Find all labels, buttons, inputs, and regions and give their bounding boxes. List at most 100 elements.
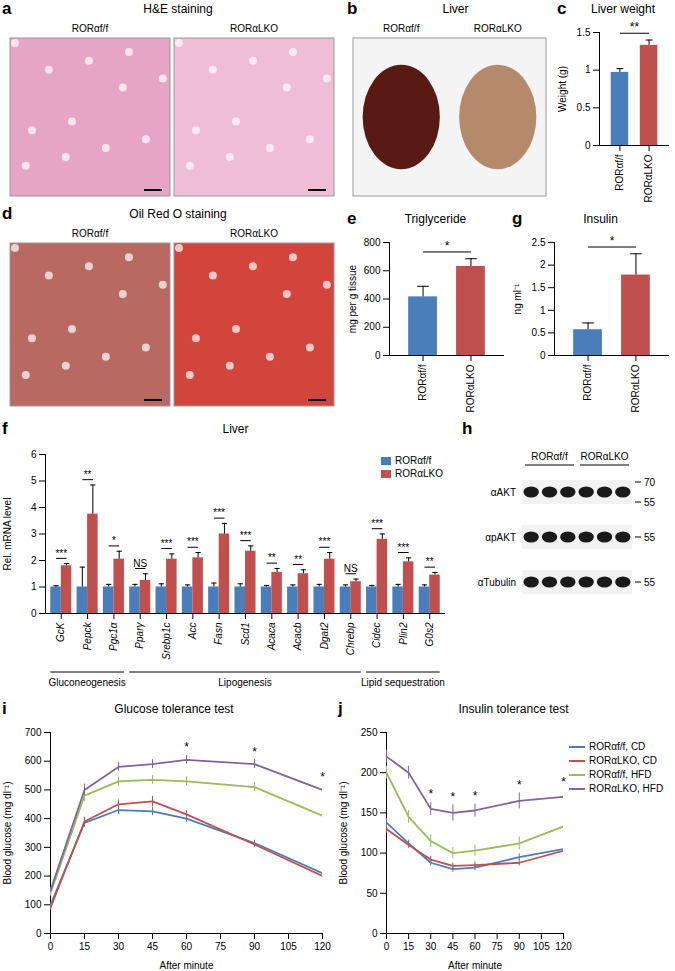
svg-text:After minute: After minute xyxy=(448,960,502,971)
svg-text:Rel. mRNA level: Rel. mRNA level xyxy=(2,498,13,571)
svg-text:75: 75 xyxy=(492,941,504,952)
svg-text:0: 0 xyxy=(540,350,546,361)
svg-text:G0s2: G0s2 xyxy=(424,622,435,646)
svg-text:400: 400 xyxy=(25,813,42,824)
svg-text:Lipid sequestration: Lipid sequestration xyxy=(361,677,445,688)
svg-text:30: 30 xyxy=(113,941,125,952)
svg-text:*: * xyxy=(252,745,257,759)
svg-text:*: * xyxy=(184,740,189,754)
svg-text:1: 1 xyxy=(540,305,546,316)
svg-text:NS: NS xyxy=(344,563,358,574)
svg-text:Blood glucose (mg dl⁻¹): Blood glucose (mg dl⁻¹) xyxy=(338,781,349,884)
svg-text:90: 90 xyxy=(249,941,261,952)
svg-text:RORαLKO: RORαLKO xyxy=(630,364,641,412)
svg-text:*: * xyxy=(428,787,433,801)
svg-text:0.5: 0.5 xyxy=(532,327,546,338)
svg-text:Plin2: Plin2 xyxy=(398,622,409,645)
svg-text:60: 60 xyxy=(181,941,193,952)
svg-text:250: 250 xyxy=(361,727,378,738)
svg-text:**: ** xyxy=(84,469,92,480)
svg-text:*: * xyxy=(445,239,450,253)
svg-text:45: 45 xyxy=(147,941,159,952)
svg-text:RORαf/f: RORαf/f xyxy=(582,364,593,401)
svg-text:Acc: Acc xyxy=(187,623,198,641)
svg-text:mg per g tissue: mg per g tissue xyxy=(347,264,358,333)
svg-text:*: * xyxy=(473,789,478,803)
svg-text:*: * xyxy=(610,234,615,248)
svg-text:0: 0 xyxy=(375,350,381,361)
svg-text:*: * xyxy=(517,778,522,792)
svg-text:60: 60 xyxy=(469,941,481,952)
svg-text:15: 15 xyxy=(403,941,415,952)
svg-text:Srebp1c: Srebp1c xyxy=(161,623,172,660)
svg-text:*: * xyxy=(561,775,566,789)
svg-text:Gluconeogenesis: Gluconeogenesis xyxy=(48,677,125,688)
svg-text:1: 1 xyxy=(31,581,37,592)
svg-text:RORαLKO: RORαLKO xyxy=(474,23,522,34)
svg-text:**: ** xyxy=(426,556,434,567)
svg-text:Pepck: Pepck xyxy=(82,622,93,651)
svg-text:Chrebp: Chrebp xyxy=(345,622,356,655)
svg-text:***: *** xyxy=(213,507,225,518)
svg-text:αAKT: αAKT xyxy=(491,487,516,498)
svg-text:αTubulin: αTubulin xyxy=(478,577,516,588)
svg-text:400: 400 xyxy=(364,293,381,304)
svg-text:Acacb: Acacb xyxy=(292,622,303,651)
svg-text:***: *** xyxy=(319,536,331,547)
svg-text:***: *** xyxy=(161,538,173,549)
svg-text:RORαf/f: RORαf/f xyxy=(417,364,428,401)
svg-text:75: 75 xyxy=(215,941,227,952)
svg-text:0: 0 xyxy=(372,928,378,939)
svg-text:RORαLKO: RORαLKO xyxy=(580,451,628,462)
svg-text:600: 600 xyxy=(25,755,42,766)
svg-text:RORαf/f: RORαf/f xyxy=(531,451,568,462)
svg-text:1: 1 xyxy=(585,64,591,75)
svg-text:*: * xyxy=(451,790,456,804)
svg-text:50: 50 xyxy=(366,888,378,899)
svg-text:After minute: After minute xyxy=(160,960,214,971)
svg-text:70: 70 xyxy=(644,477,656,488)
svg-text:120: 120 xyxy=(314,941,331,952)
svg-text:200: 200 xyxy=(25,870,42,881)
svg-text:15: 15 xyxy=(79,941,91,952)
svg-text:Weight (g): Weight (g) xyxy=(557,66,568,112)
svg-text:*: * xyxy=(320,770,325,784)
svg-text:55: 55 xyxy=(644,577,656,588)
svg-text:1.5: 1.5 xyxy=(577,27,591,38)
svg-text:RORαf/f: RORαf/f xyxy=(72,228,109,239)
svg-text:200: 200 xyxy=(364,321,381,332)
svg-text:RORαLKO: RORαLKO xyxy=(230,228,278,239)
svg-text:RORαf/f: RORαf/f xyxy=(614,154,625,191)
svg-text:700: 700 xyxy=(25,727,42,738)
svg-text:120: 120 xyxy=(555,941,572,952)
svg-text:Lipogenesis: Lipogenesis xyxy=(218,677,271,688)
svg-text:0: 0 xyxy=(36,928,42,939)
svg-text:55: 55 xyxy=(644,497,656,508)
svg-text:*: * xyxy=(112,535,116,546)
svg-text:Pgc1α: Pgc1α xyxy=(108,622,119,651)
svg-text:***: *** xyxy=(240,530,252,541)
svg-text:RORαLKO: RORαLKO xyxy=(643,154,654,202)
svg-text:5: 5 xyxy=(31,475,37,486)
svg-text:100: 100 xyxy=(361,847,378,858)
svg-text:0: 0 xyxy=(31,608,37,619)
svg-text:GcK: GcK xyxy=(55,621,66,642)
svg-text:Pparγ: Pparγ xyxy=(134,622,145,649)
svg-text:105: 105 xyxy=(280,941,297,952)
svg-text:45: 45 xyxy=(447,941,459,952)
svg-text:0: 0 xyxy=(384,941,390,952)
svg-text:Scd1: Scd1 xyxy=(240,623,251,646)
svg-text:30: 30 xyxy=(425,941,437,952)
svg-text:Dgat2: Dgat2 xyxy=(319,622,330,649)
svg-text:4: 4 xyxy=(31,502,37,513)
svg-text:200: 200 xyxy=(361,767,378,778)
svg-text:55: 55 xyxy=(644,532,656,543)
svg-text:6: 6 xyxy=(31,449,37,460)
svg-text:600: 600 xyxy=(364,265,381,276)
svg-text:90: 90 xyxy=(514,941,526,952)
svg-text:**: ** xyxy=(630,20,640,34)
svg-text:Blood glucose (mg dl⁻¹): Blood glucose (mg dl⁻¹) xyxy=(2,781,13,884)
svg-text:Fasn: Fasn xyxy=(213,622,224,645)
svg-text:αpAKT: αpAKT xyxy=(485,532,516,543)
svg-text:800: 800 xyxy=(364,237,381,248)
